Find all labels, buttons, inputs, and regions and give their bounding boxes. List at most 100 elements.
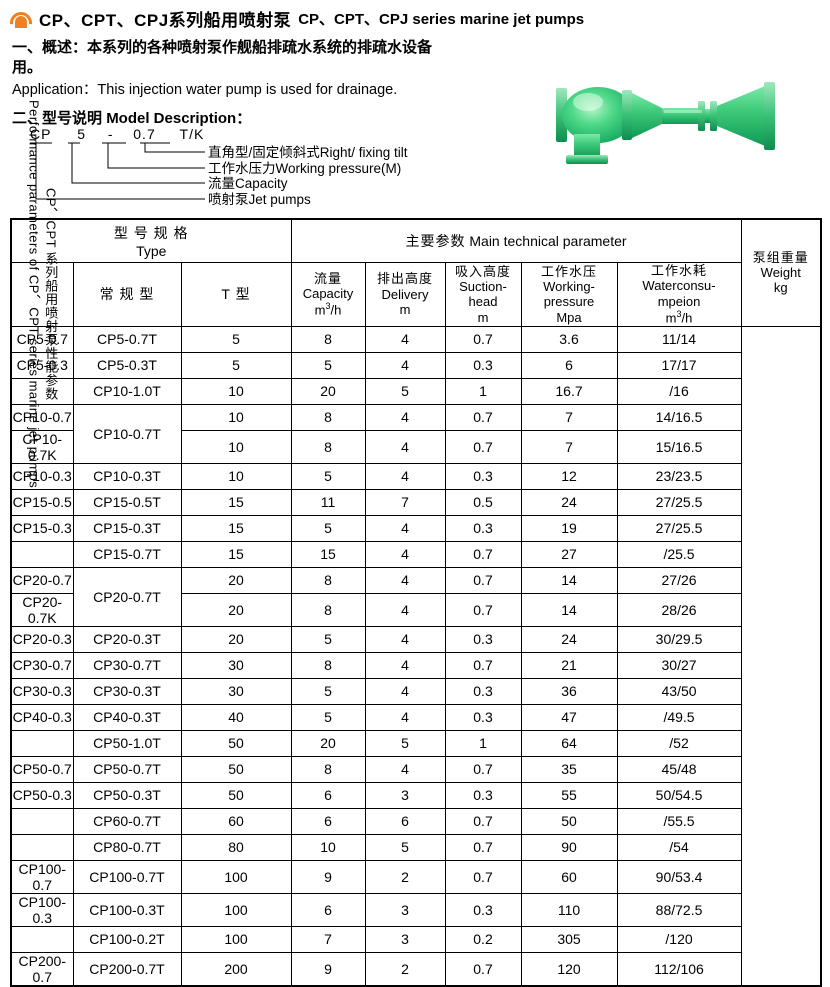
- suction-en: Suction‑ head: [459, 278, 507, 310]
- cell-working-pressure: 0.3: [444, 462, 522, 490]
- table-row: CP50-0.7 CP50-0.7T 50 8 4 0.7 35 45/48: [10, 755, 821, 783]
- cell-working-pressure: 0.7: [444, 807, 522, 835]
- cell-standard-type: CP30-0.7: [10, 651, 74, 679]
- cell-delivery: 5: [290, 514, 366, 542]
- cell-t-type: CP50-0.7T: [72, 755, 182, 783]
- cell-delivery: 7: [290, 925, 366, 953]
- cell-working-pressure: 0.3: [444, 781, 522, 809]
- table-row: CP50-0.3 CP50-0.3T 50 6 3 0.3 55 50/54.5: [10, 781, 821, 809]
- cell-water-consumption: 14: [520, 566, 618, 594]
- cell-water-consumption: 64: [520, 729, 618, 757]
- column-header-t-type: T 型: [180, 262, 292, 327]
- cell-suction-head: 3: [364, 925, 446, 953]
- cell-water-consumption: 12: [520, 462, 618, 490]
- cell-water-consumption: 6: [520, 351, 618, 379]
- column-header-suction-head: 吸入高度 Suction‑ head m: [444, 262, 522, 327]
- cell-delivery: 5: [290, 677, 366, 705]
- column-header-working-pressure: 工作水压 Working‑ pressure Mpa: [520, 262, 618, 327]
- cell-weight: 27/25.5: [616, 514, 742, 542]
- pressure-en: Working‑ pressure: [543, 278, 595, 310]
- cell-water-consumption: 3.6: [520, 325, 618, 353]
- cell-suction-head: 4: [364, 514, 446, 542]
- cell-t-type: CP80-0.7T: [72, 833, 182, 861]
- cell-working-pressure: 0.2: [444, 925, 522, 953]
- sidebar-caption-cn: CP、CPT 系列船用喷射泵性能参数: [43, 188, 59, 401]
- code-part-dash: -: [107, 126, 114, 142]
- cell-water-consumption: 60: [520, 859, 618, 894]
- cell-working-pressure: 0.7: [444, 833, 522, 861]
- cell-suction-head: 4: [364, 540, 446, 568]
- table-row: CP100-0.7 CP100-0.7T 100 9 2 0.7 60 90/53.4: [10, 859, 821, 894]
- column-header-water-consumption: 工作水耗 Waterconsu‑ mpeion m3/h: [616, 262, 742, 327]
- cell-delivery: 8: [290, 755, 366, 783]
- overview-line-2: 用。: [12, 58, 43, 76]
- cell-weight: 15/16.5: [616, 429, 742, 464]
- cell-capacity: 40: [180, 703, 292, 731]
- cell-t-type: CP100-0.3T: [72, 892, 182, 927]
- cell-working-pressure: 0.7: [444, 859, 522, 894]
- sidebar-caption-en: Performance parameters of CP、CPT series …: [26, 100, 42, 489]
- cell-suction-head: 4: [364, 403, 446, 431]
- cell-delivery: 10: [290, 833, 366, 861]
- cell-t-type: CP50-0.3T: [72, 781, 182, 809]
- column-header-capacity: 流量 Capacity m3/h: [290, 262, 366, 327]
- cell-weight: 90/53.4: [616, 859, 742, 894]
- cell-capacity: 100: [180, 892, 292, 927]
- cell-capacity: 20: [180, 592, 292, 627]
- table-row: CP80-0.7T 80 10 5 0.7 90/54: [10, 833, 821, 861]
- column-header-delivery: 排出高度 Delivery m: [364, 262, 446, 327]
- model-description-cn: 二、型号说明: [12, 109, 103, 127]
- cell-weight: /55.5: [616, 807, 742, 835]
- cell-suction-head: 4: [364, 566, 446, 594]
- table-row: CP40-0.3 CP40-0.3T 40 5 4 0.3 47/49.5: [10, 703, 821, 731]
- cell-water-consumption: 55: [520, 781, 618, 809]
- leader-lines: [30, 142, 205, 200]
- cell-suction-head: 4: [364, 325, 446, 353]
- cell-water-consumption: 50: [520, 807, 618, 835]
- cell-working-pressure: 0.3: [444, 351, 522, 379]
- cell-water-consumption: 21: [520, 651, 618, 679]
- cell-delivery: 8: [290, 651, 366, 679]
- cell-water-consumption: 7: [520, 403, 618, 431]
- application-line: Application：This injection water pump is…: [12, 81, 398, 98]
- cell-working-pressure: 0.7: [444, 951, 522, 987]
- cell-suction-head: 4: [364, 677, 446, 705]
- cell-water-consumption: 27: [520, 540, 618, 568]
- cell-standard-type: CP5-0.3: [10, 351, 74, 379]
- delivery-cn: 排出高度: [376, 271, 433, 287]
- capacity-cn: 流量: [313, 270, 342, 286]
- capacity-unit: m3/h: [314, 301, 342, 318]
- cell-delivery: 15: [290, 540, 366, 568]
- leader-label-type: 直角型/固定倾斜式Right/ fixing tilt: [208, 145, 408, 160]
- cell-suction-head: 4: [364, 703, 446, 731]
- cell-standard-type: [10, 925, 74, 953]
- cell-capacity: 30: [180, 651, 292, 679]
- cell-working-pressure: 0.3: [444, 703, 522, 731]
- cell-weight: /52: [616, 729, 742, 757]
- cell-capacity: 10: [180, 403, 292, 431]
- suction-cn: 吸入高度: [454, 263, 511, 279]
- code-part-pressure: 0.7: [133, 126, 156, 142]
- group-header-parameters: 主要参数 Main technical parameter: [290, 218, 742, 263]
- cell-standard-type: [10, 377, 74, 405]
- cell-capacity: 20: [180, 625, 292, 653]
- cell-delivery: 8: [290, 429, 366, 464]
- code-part-type: T/K: [179, 126, 205, 142]
- cell-water-consumption: 16.7: [520, 377, 618, 405]
- group-header-param-cn: 主要参数: [405, 233, 466, 249]
- cell-weight: 27/25.5: [616, 488, 742, 516]
- overview-line-1: 一、概述：本系列的各种喷射泵作舰船排疏水系统的排疏水设备: [12, 39, 433, 56]
- cell-suction-head: 3: [364, 892, 446, 927]
- cell-capacity: 30: [180, 677, 292, 705]
- cell-suction-head: 5: [364, 833, 446, 861]
- cell-t-type: CP60-0.7T: [72, 807, 182, 835]
- cell-capacity: 15: [180, 540, 292, 568]
- pressure-unit: Mpa: [556, 309, 582, 325]
- cell-weight: 17/17: [616, 351, 742, 379]
- cell-water-consumption: 24: [520, 488, 618, 516]
- cell-working-pressure: 0.3: [444, 677, 522, 705]
- cell-weight: /120: [616, 925, 742, 953]
- cell-water-consumption: 19: [520, 514, 618, 542]
- cell-capacity: 50: [180, 755, 292, 783]
- cell-t-type: CP10-1.0T: [72, 377, 182, 405]
